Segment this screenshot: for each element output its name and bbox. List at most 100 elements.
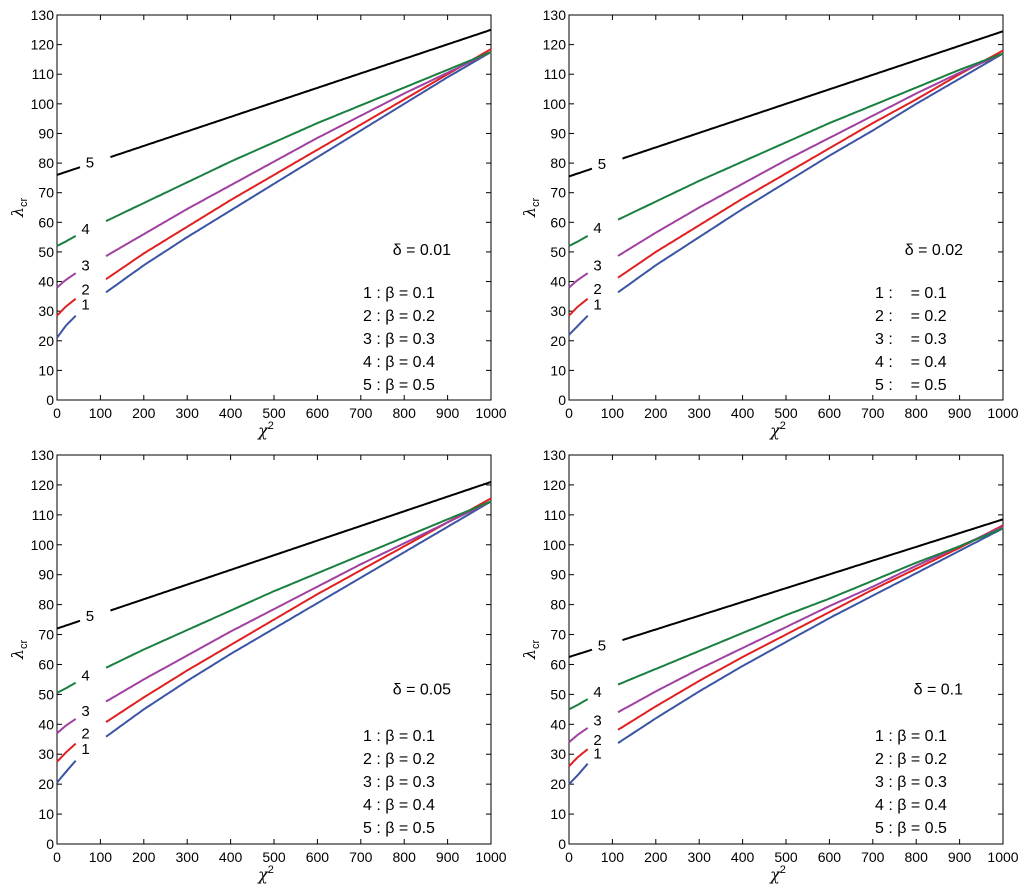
y-tick-label: 70 bbox=[550, 185, 566, 201]
x-tick-label: 700 bbox=[861, 849, 885, 865]
y-tick-label: 110 bbox=[32, 507, 55, 523]
y-axis-symbol: λ bbox=[8, 207, 27, 218]
series-line-4 bbox=[568, 52, 1004, 247]
y-tick-label: 110 bbox=[544, 507, 567, 523]
x-axis-label: χ2 bbox=[769, 420, 786, 440]
y-tick-label: 40 bbox=[38, 274, 54, 290]
y-tick-label: 30 bbox=[38, 303, 54, 319]
y-tick-label: 20 bbox=[38, 333, 54, 349]
y-tick-label: 110 bbox=[544, 66, 567, 82]
x-tick-label: 400 bbox=[219, 405, 243, 421]
legend-entry-1: 1 : β = 0.1 bbox=[363, 728, 435, 745]
y-tick-label: 0 bbox=[46, 392, 54, 408]
y-tick-label: 0 bbox=[558, 836, 566, 852]
y-axis-subscript: cr bbox=[530, 640, 542, 650]
x-axis-superscript: 2 bbox=[268, 420, 274, 432]
delta-annotation: δ = 0.05 bbox=[393, 681, 451, 698]
y-tick-label: 60 bbox=[38, 214, 54, 230]
y-tick-label: 70 bbox=[550, 627, 566, 643]
x-axis-label: χ2 bbox=[257, 420, 274, 440]
delta-annotation: δ = 0.02 bbox=[905, 242, 963, 259]
legend-entry-2: 2 : = 0.2 bbox=[875, 308, 947, 325]
y-tick-label: 30 bbox=[550, 303, 566, 319]
legend-entry-1: 1 : β = 0.1 bbox=[363, 285, 435, 302]
x-tick-label: 700 bbox=[349, 405, 373, 421]
series-line-5 bbox=[568, 518, 1004, 658]
legend-entry-3: 3 : = 0.3 bbox=[875, 331, 947, 348]
y-tick-label: 90 bbox=[38, 125, 54, 141]
y-tick-label: 60 bbox=[38, 656, 54, 672]
y-tick-label: 50 bbox=[550, 686, 566, 702]
y-tick-label: 120 bbox=[543, 37, 567, 53]
y-tick-label: 80 bbox=[38, 597, 54, 613]
y-tick-label: 30 bbox=[550, 746, 566, 762]
series-label-1: 1 bbox=[81, 741, 89, 758]
series-label-3: 3 bbox=[81, 257, 89, 274]
x-tick-label: 300 bbox=[176, 405, 200, 421]
x-tick-label: 500 bbox=[774, 849, 798, 865]
x-tick-label: 500 bbox=[262, 849, 286, 865]
series-line-5 bbox=[568, 30, 1004, 178]
series-label-5: 5 bbox=[598, 637, 606, 654]
x-tick-label: 600 bbox=[818, 405, 842, 421]
y-tick-label: 120 bbox=[31, 477, 55, 493]
legend-entry-4: 4 : β = 0.4 bbox=[363, 354, 435, 371]
y-axis-label: λcr bbox=[8, 640, 30, 661]
y-axis-label: λcr bbox=[520, 640, 542, 661]
y-tick-label: 10 bbox=[550, 806, 566, 822]
y-tick-label: 70 bbox=[38, 185, 54, 201]
legend-entry-3: 3 : β = 0.3 bbox=[363, 774, 435, 791]
series-line-2 bbox=[56, 48, 492, 317]
y-axis-label: λcr bbox=[520, 198, 542, 219]
x-tick-label: 500 bbox=[262, 405, 286, 421]
x-tick-label: 100 bbox=[601, 849, 625, 865]
x-tick-label: 900 bbox=[436, 405, 460, 421]
y-tick-label: 130 bbox=[543, 447, 567, 463]
legend-entry-1: 1 : β = 0.1 bbox=[875, 728, 947, 745]
y-tick-label: 40 bbox=[550, 716, 566, 732]
y-tick-label: 80 bbox=[550, 155, 566, 171]
x-tick-label: 400 bbox=[731, 849, 755, 865]
legend-entry-3: 3 : β = 0.3 bbox=[363, 331, 435, 348]
series-label-1: 1 bbox=[593, 296, 601, 313]
x-axis-superscript: 2 bbox=[268, 864, 274, 876]
chart-panel-2: 0 100 200 300 400 500 600 700 800 900 1000 0 10 20 30 4… bbox=[520, 7, 1019, 440]
x-axis-symbol: χ bbox=[769, 421, 781, 440]
y-tick-label: 20 bbox=[550, 776, 566, 792]
x-tick-label: 1000 bbox=[475, 405, 506, 421]
y-tick-label: 130 bbox=[543, 7, 567, 23]
y-tick-label: 130 bbox=[31, 7, 55, 23]
series-line-2 bbox=[56, 497, 492, 763]
y-tick-label: 10 bbox=[550, 362, 566, 378]
x-tick-label: 600 bbox=[306, 405, 330, 421]
x-tick-label: 100 bbox=[601, 405, 625, 421]
y-tick-label: 60 bbox=[550, 656, 566, 672]
y-tick-label: 40 bbox=[38, 716, 54, 732]
y-tick-label: 80 bbox=[550, 597, 566, 613]
y-tick-label: 20 bbox=[38, 776, 54, 792]
chart-panel-4: 0 100 200 300 400 500 600 700 800 900 1000 0 10 20 30 4… bbox=[520, 447, 1019, 884]
series-line-4 bbox=[56, 51, 492, 247]
y-axis-label: λcr bbox=[8, 198, 30, 219]
y-tick-label: 10 bbox=[38, 362, 54, 378]
y-tick-label: 10 bbox=[38, 806, 54, 822]
chart-panel-1: 0 100 200 300 400 500 600 700 800 900 1000 0 10 20 30 4… bbox=[8, 7, 507, 440]
series-line-2 bbox=[568, 524, 1004, 767]
series-line-5 bbox=[56, 28, 492, 176]
series-line-3 bbox=[568, 52, 1004, 289]
series-line-3 bbox=[56, 500, 492, 735]
series-label-2: 2 bbox=[593, 281, 601, 298]
x-tick-label: 900 bbox=[436, 849, 460, 865]
x-tick-label: 0 bbox=[565, 849, 573, 865]
y-tick-label: 120 bbox=[31, 37, 55, 53]
x-tick-label: 200 bbox=[132, 405, 156, 421]
y-tick-label: 20 bbox=[550, 333, 566, 349]
series-line-1 bbox=[56, 500, 492, 784]
y-tick-label: 70 bbox=[38, 627, 54, 643]
y-tick-label: 100 bbox=[31, 96, 55, 112]
legend-entry-3: 3 : β = 0.3 bbox=[875, 774, 947, 791]
y-tick-label: 40 bbox=[550, 274, 566, 290]
series-line-1 bbox=[56, 51, 492, 339]
x-tick-label: 200 bbox=[644, 405, 668, 421]
